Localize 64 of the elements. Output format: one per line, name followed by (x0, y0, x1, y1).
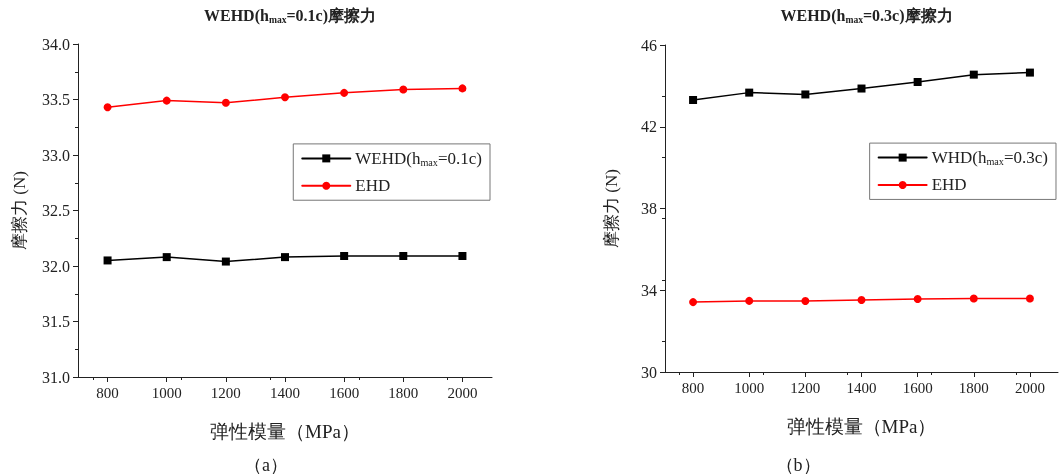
legend-label: EHD (931, 175, 967, 195)
point (340, 252, 349, 261)
point (857, 296, 866, 305)
point (857, 84, 866, 93)
y-tick-label: 33.5 (42, 91, 70, 108)
x-axis-title: 弹性模量（MPa） (786, 416, 937, 437)
x-tick-label: 2000 (447, 384, 478, 401)
point (221, 98, 230, 107)
point (969, 70, 978, 79)
x-tick-label: 1000 (151, 384, 182, 401)
x-tick-label: 2000 (1014, 379, 1045, 396)
x-tick-label: 800 (681, 379, 705, 396)
x-tick-label: 1200 (210, 384, 241, 401)
x-axis-title: 弹性模量（MPa） (210, 421, 360, 442)
x-tick-label: 1800 (958, 379, 989, 396)
legend-label: WEHD(hmax=0.1c) (355, 148, 482, 168)
point (969, 294, 978, 303)
y-tick-label: 32.0 (42, 257, 70, 275)
x-tick-label: 800 (96, 384, 119, 401)
point (1025, 68, 1034, 77)
legend-label: EHD (355, 176, 391, 196)
y-tick-label: 32.5 (42, 202, 70, 219)
point (162, 253, 171, 262)
legend-label: WHD(hmax=0.3c) (931, 148, 1048, 168)
point (801, 297, 810, 306)
x-tick-label: 1000 (734, 379, 765, 396)
point (281, 253, 289, 262)
point (689, 298, 698, 307)
point (913, 295, 922, 304)
x-tick-label: 1800 (388, 384, 419, 401)
y-axis-title: 摩擦力 (N) (602, 169, 621, 248)
x-tick-label: 1600 (902, 379, 933, 396)
point (745, 296, 754, 305)
point (745, 88, 754, 97)
y-axis-title: 摩擦力 (N) (10, 171, 29, 250)
y-tick-label: 38 (641, 200, 657, 217)
point (340, 88, 349, 97)
point (1025, 294, 1034, 303)
point (399, 252, 408, 261)
x-tick-label: 1200 (790, 379, 821, 396)
text: （a） (244, 455, 289, 475)
point (399, 85, 408, 94)
y-tick-label: 33.0 (42, 146, 70, 164)
point (103, 103, 112, 112)
y-tick-label: 31.5 (42, 313, 70, 330)
point (458, 252, 467, 261)
point (458, 84, 467, 93)
point (221, 257, 230, 266)
y-tick-label: 42 (641, 118, 657, 136)
x-tick-label: 1400 (270, 384, 300, 401)
point (162, 96, 171, 105)
point (281, 93, 289, 102)
y-tick-label: 30 (641, 363, 657, 381)
x-tick-label: 1600 (329, 384, 360, 401)
x-tick-label: 1400 (846, 379, 877, 396)
y-tick-label: 46 (641, 36, 657, 54)
point (103, 256, 112, 265)
y-tick-label: 34.0 (42, 35, 70, 53)
y-tick-label: 31.0 (42, 368, 70, 386)
point (689, 95, 698, 104)
text: （b） (775, 455, 821, 475)
point (801, 90, 810, 99)
point (913, 77, 922, 86)
y-tick-label: 34 (641, 281, 657, 299)
